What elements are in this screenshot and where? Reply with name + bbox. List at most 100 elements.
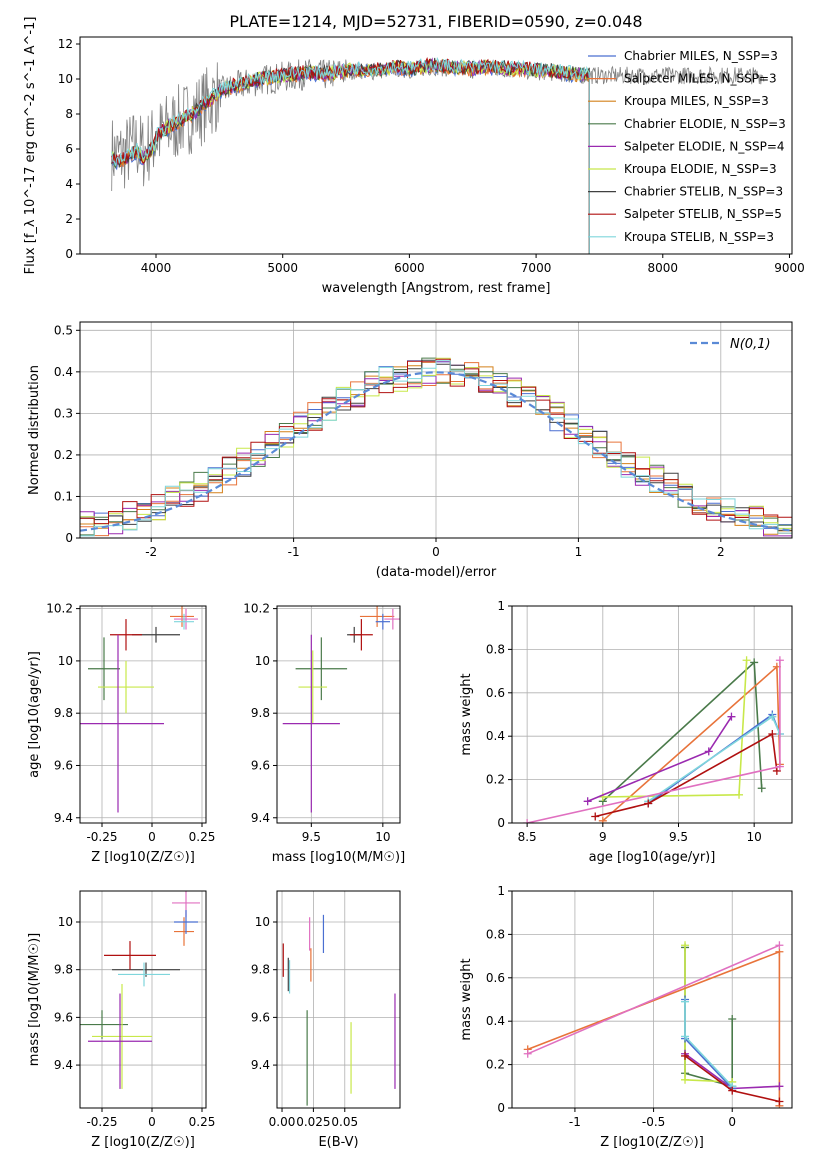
plus-marker — [681, 1032, 690, 1041]
x-tick-label: -0.25 — [86, 830, 117, 844]
x-tick-label: -0.5 — [642, 1115, 665, 1129]
chart-residuals: -2 -1 0 1 2 0 0.1 0.2 0.3 0.4 0.5 (data-model)/erro… — [27, 321, 793, 580]
error-bar-point — [375, 613, 390, 630]
y-tick-label: 12 — [58, 37, 73, 51]
error-bar-point — [349, 619, 373, 651]
y-tick-label: 0.4 — [486, 729, 505, 743]
x-tick-label: 9000 — [774, 261, 805, 275]
error-bar-point — [80, 634, 164, 813]
weight-series — [681, 995, 737, 1093]
axes-frame — [79, 36, 793, 255]
x-tick-label: 0 — [148, 830, 156, 844]
plus-marker — [681, 997, 690, 1006]
x-tick-label: 0.05 — [331, 1115, 358, 1129]
y-tick-label: 9.8 — [251, 706, 270, 720]
x-axis-label: Z [log10(Z/Z☉)] — [91, 850, 195, 865]
x-tick-label: 0 — [148, 1115, 156, 1129]
plus-marker — [681, 941, 690, 950]
y-tick-label: 9.6 — [54, 1010, 73, 1024]
x-tick-label: 9.5 — [669, 830, 688, 844]
chart-age_vs_mass: 9.5 10 9.4 9.6 9.8 10 10.2 mass [log10(M/M☉)] — [243, 602, 405, 865]
weight-series — [681, 1051, 784, 1106]
plot-area — [80, 357, 792, 538]
x-tick-label: -1 — [288, 545, 300, 559]
x-tick-label: 0.25 — [189, 830, 216, 844]
axes-frame — [276, 890, 401, 1109]
y-tick-label: 2 — [65, 212, 73, 226]
x-tick-label: 0 — [432, 545, 440, 559]
y-tick-label: 9.4 — [251, 1058, 270, 1072]
figure-title: PLATE=1214, MJD=52731, FIBERID=0590, z=0… — [229, 12, 643, 31]
y-tick-label: 4 — [65, 177, 73, 191]
plus-marker — [768, 730, 777, 739]
x-tick-label: 2 — [717, 545, 725, 559]
plot-area — [523, 656, 784, 823]
y-axis-label: Normed distribution — [27, 365, 42, 495]
y-tick-label: 1 — [497, 884, 505, 898]
y-tick-label: 0.2 — [54, 448, 73, 462]
y-tick-label: 0.3 — [54, 406, 73, 420]
y-tick-label: 0 — [65, 247, 73, 261]
error-bar-point — [80, 1010, 128, 1039]
chart-mass_vs_Z: -0.25 0 0.25 9.4 9.6 9.8 10 Z [log10(Z/Z☉)] mass… — [27, 890, 216, 1150]
plus-marker — [644, 799, 653, 808]
x-axis-label: Z [log10(Z/Z☉)] — [600, 1135, 704, 1150]
axes-frame — [276, 605, 401, 824]
weight-series — [523, 656, 784, 823]
model-spectrum-line — [111, 60, 590, 254]
y-tick-label: 9.8 — [251, 963, 270, 977]
y-axis-label: mass [log10(M/M☉)] — [27, 933, 42, 1066]
error-bar-point — [174, 910, 198, 934]
x-axis-label: (data-model)/error — [376, 565, 497, 580]
legend-label: Salpeter MILES, N_SSP=3 — [624, 72, 777, 86]
plus-marker — [775, 762, 784, 771]
x-axis-label: E(B-V) — [318, 1135, 358, 1150]
y-tick-label: 0.2 — [486, 773, 505, 787]
x-tick-label: 8000 — [648, 261, 679, 275]
y-tick-label: 0 — [65, 531, 73, 545]
chart-weight_vs_Z: -1 -0.5 0 0 0.2 0.4 0.6 0.8 1 Z [log10(Z/Z☉)] mass… — [459, 884, 793, 1150]
legend: Chabrier MILES, N_SSP=3 Salpeter MILES, N… — [588, 49, 786, 244]
x-tick-label: -1 — [569, 1115, 581, 1129]
x-tick-label: 0 — [728, 1115, 736, 1129]
plus-marker — [591, 812, 600, 821]
plus-marker — [775, 1097, 784, 1106]
weight-series — [681, 943, 737, 1093]
y-tick-label: 0.2 — [486, 1058, 505, 1072]
plot-area — [282, 606, 400, 813]
chart-age_vs_Z: -0.25 0 0.25 9.4 9.6 9.8 10 10.2 Z [log10(Z/Z☉)]… — [27, 602, 215, 865]
x-axis-label: age [log10(age/yr)] — [589, 850, 716, 865]
y-tick-label: 0.1 — [54, 489, 73, 503]
model-spectrum-line — [111, 57, 590, 254]
data-spectrum-line — [111, 59, 765, 192]
axes-frame — [79, 605, 207, 824]
x-tick-label: 0.25 — [189, 1115, 216, 1129]
plus-marker — [772, 766, 781, 775]
y-tick-label: 8 — [65, 107, 73, 121]
x-axis-label: Z [log10(Z/Z☉)] — [91, 1135, 195, 1150]
grid-lines — [512, 605, 792, 824]
y-tick-label: 9.4 — [54, 811, 73, 825]
y-tick-label: 10 — [58, 72, 73, 86]
x-tick-label: 6000 — [394, 261, 425, 275]
plus-marker — [681, 1051, 690, 1060]
y-tick-label: 0.8 — [486, 642, 505, 656]
error-bar-point — [110, 619, 142, 651]
error-bar-point — [174, 608, 198, 630]
legend-label: Chabrier STELIB, N_SSP=3 — [624, 185, 783, 199]
y-tick-label: 10.2 — [46, 602, 73, 616]
error-bar-point — [170, 606, 194, 627]
x-tick-label: 9 — [599, 830, 607, 844]
y-tick-label: 9.6 — [251, 1010, 270, 1024]
y-tick-label: 0.5 — [54, 323, 73, 337]
error-bar-point — [295, 637, 348, 701]
plus-marker — [735, 790, 744, 799]
plus-marker — [704, 747, 713, 756]
x-tick-label: 9.5 — [302, 830, 321, 844]
histogram-series — [80, 360, 792, 538]
legend-label: Chabrier ELODIE, N_SSP=3 — [624, 117, 786, 131]
error-bar-point — [88, 637, 120, 701]
grid-lines — [80, 606, 206, 823]
